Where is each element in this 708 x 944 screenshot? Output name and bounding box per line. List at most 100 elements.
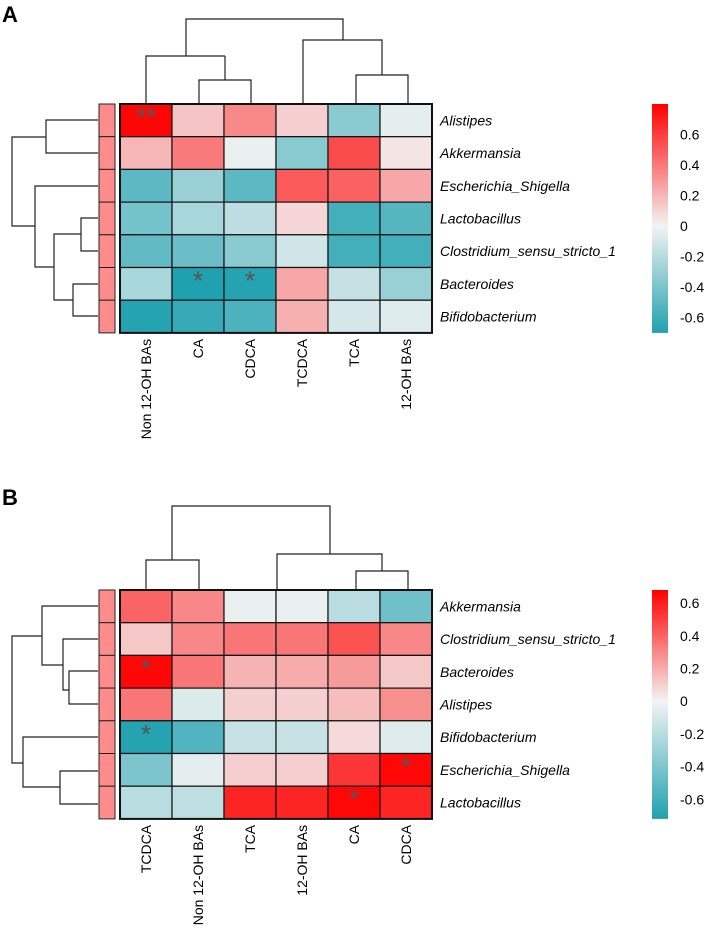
row-label: Lactobacillus bbox=[440, 210, 521, 226]
colorbar-tick-label: 0.6 bbox=[680, 595, 700, 611]
colorbar-tick-label: 0.2 bbox=[680, 660, 700, 676]
heatmap-cell bbox=[119, 687, 173, 722]
heatmap-cell bbox=[119, 299, 173, 334]
column-label: TCDCA bbox=[138, 824, 154, 873]
heatmap-cell bbox=[379, 266, 433, 301]
heatmap-cell bbox=[119, 136, 173, 170]
heatmap-cell bbox=[223, 103, 277, 138]
column-label: TCDCA bbox=[294, 338, 310, 387]
heatmap-cell bbox=[275, 234, 329, 269]
row-label: Bifidobacterium bbox=[440, 309, 537, 325]
heatmap-cell bbox=[171, 785, 225, 820]
heatmap-cell bbox=[379, 168, 433, 203]
heatmap-cell bbox=[223, 720, 277, 755]
heatmap-cell bbox=[119, 589, 173, 624]
heatmap-cell bbox=[119, 622, 173, 657]
column-label: Non 12-OH BAs bbox=[138, 339, 154, 439]
row-label: Clostridium_sensu_stricto_1 bbox=[440, 631, 616, 647]
heatmap-cell bbox=[223, 168, 277, 203]
heatmap-cell bbox=[223, 234, 277, 269]
heatmap-cell bbox=[223, 201, 277, 236]
colorbar-tick-label: -0.6 bbox=[680, 310, 704, 326]
column-label: CDCA bbox=[398, 824, 414, 864]
heatmap-cell bbox=[119, 785, 173, 820]
heatmap-cell bbox=[379, 201, 433, 236]
row-dendrogram-a bbox=[11, 119, 98, 317]
heatmap-cell bbox=[275, 720, 329, 755]
row-annotation-cell bbox=[98, 201, 116, 236]
heatmap-cell bbox=[327, 654, 381, 689]
row-annotation-cell bbox=[98, 589, 116, 624]
row-annotation-cell bbox=[98, 136, 116, 170]
heatmap-cell bbox=[223, 589, 277, 624]
row-annotation-cell bbox=[98, 785, 116, 820]
heatmap-cell bbox=[171, 622, 225, 657]
heatmap-cell bbox=[171, 201, 225, 236]
heatmap-cell bbox=[275, 687, 329, 722]
heatmap-cell bbox=[275, 201, 329, 236]
heatmap-cell bbox=[119, 266, 173, 301]
heatmap-cell bbox=[327, 299, 381, 334]
row-annotation-cell bbox=[98, 234, 116, 269]
heatmap-cell bbox=[379, 622, 433, 657]
significance-mark: * bbox=[141, 653, 151, 683]
heatmap-cell bbox=[327, 622, 381, 657]
heatmap-cell bbox=[379, 785, 433, 820]
colorbar-tick-label: 0.2 bbox=[680, 188, 700, 204]
column-label: 12-OH BAs bbox=[398, 339, 414, 410]
heatmap-cell bbox=[327, 201, 381, 236]
column-label: CDCA bbox=[242, 338, 258, 378]
row-annotation-cell bbox=[98, 103, 116, 138]
heatmap-cell bbox=[327, 687, 381, 722]
row-label: Escherichia_Shigella bbox=[440, 762, 570, 778]
heatmap-cell bbox=[171, 687, 225, 722]
heatmap-border bbox=[119, 589, 433, 820]
heatmap-cell bbox=[379, 720, 433, 755]
heatmap-cell bbox=[379, 234, 433, 269]
heatmap-cell bbox=[327, 589, 381, 624]
row-label: Clostridium_sensu_stricto_1 bbox=[440, 243, 616, 259]
row-annotation-cell bbox=[98, 654, 116, 689]
heatmap-cell bbox=[171, 720, 225, 755]
significance-mark: ** bbox=[136, 102, 156, 132]
colorbar-tick-label: -0.4 bbox=[680, 279, 704, 295]
heatmap-cell bbox=[275, 299, 329, 334]
heatmap-cell bbox=[327, 752, 381, 787]
row-annotation-cell bbox=[98, 299, 116, 334]
heatmap-cell bbox=[223, 654, 277, 689]
heatmap-cell bbox=[379, 589, 433, 624]
column-dendrogram-b bbox=[145, 505, 409, 590]
colorbar-tick-label: 0 bbox=[680, 218, 688, 234]
column-dendrogram-a bbox=[145, 18, 409, 104]
row-label: Escherichia_Shigella bbox=[440, 178, 570, 194]
heatmap-cell bbox=[379, 654, 433, 689]
heatmap-cell bbox=[275, 785, 329, 820]
heatmap-cell bbox=[275, 752, 329, 787]
heatmap-cell bbox=[379, 103, 433, 138]
heatmap-cell bbox=[275, 168, 329, 203]
significance-mark: * bbox=[141, 719, 151, 749]
row-label: Bacteroides bbox=[440, 664, 514, 680]
heatmap-cell bbox=[327, 785, 381, 820]
heatmap-cell bbox=[327, 168, 381, 203]
heatmap-cell bbox=[327, 136, 381, 170]
colorbar-tick-label: -0.2 bbox=[680, 726, 704, 742]
heatmap-cell bbox=[171, 752, 225, 787]
panel-label: A bbox=[2, 2, 18, 27]
row-label: Akkermansia bbox=[439, 598, 521, 614]
heatmap-cell bbox=[327, 720, 381, 755]
colorbar-tick-label: -0.6 bbox=[680, 791, 704, 807]
heatmap-cell bbox=[379, 752, 433, 787]
heatmap-cell bbox=[119, 201, 173, 236]
significance-mark: * bbox=[193, 266, 203, 296]
heatmap-cell bbox=[171, 589, 225, 624]
colorbar-tick-label: 0 bbox=[680, 693, 688, 709]
row-annotation-cell bbox=[98, 622, 116, 656]
heatmap-cell bbox=[171, 234, 225, 269]
heatmap-cell bbox=[171, 103, 225, 138]
row-label: Bacteroides bbox=[440, 276, 514, 292]
heatmap-cell bbox=[119, 168, 173, 203]
heatmap-cell bbox=[327, 103, 381, 138]
heatmap-cell bbox=[171, 266, 225, 301]
